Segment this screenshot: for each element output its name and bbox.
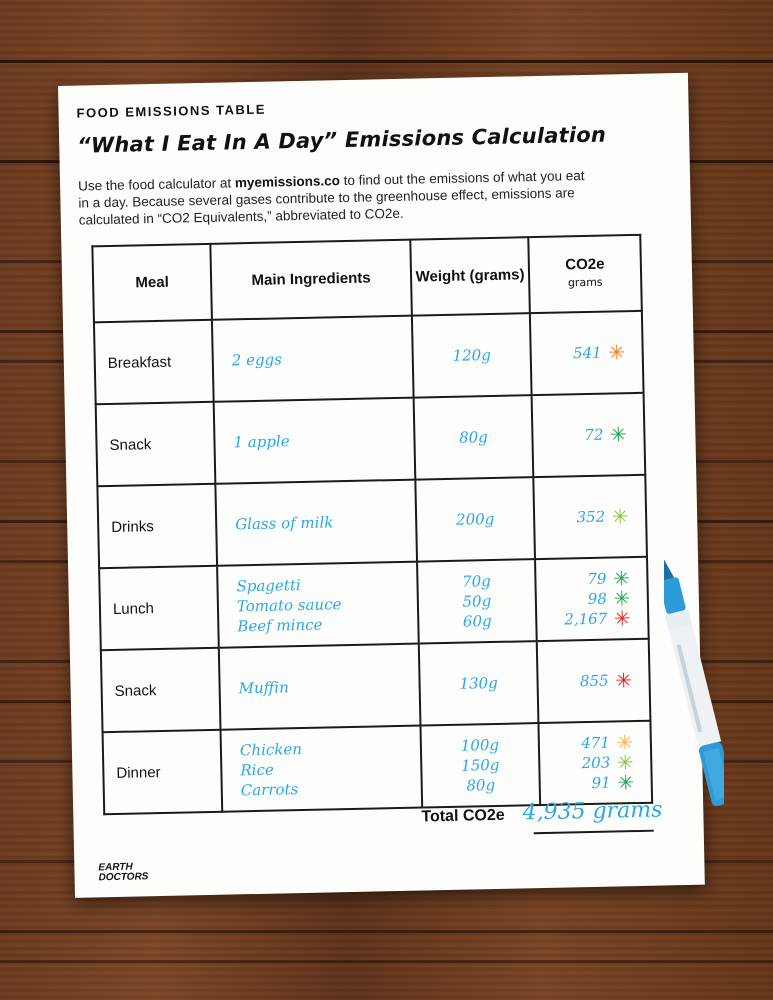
meal-cell: Breakfast (93, 319, 214, 405)
meal-cell: Dinner (102, 729, 223, 815)
ingredient-weight: 120g (452, 345, 492, 365)
header-ingredients: Main Ingredients (210, 239, 412, 320)
header-weight: Weight (grams) (410, 237, 530, 316)
table-row: Drinks Glass of milk 200g 352 ✳ (97, 474, 647, 569)
weight-cell: 130g (418, 641, 539, 726)
co2e-value: 91 (591, 773, 611, 792)
calculator-link: myemissions.co (234, 173, 341, 191)
meal-cell: Snack (95, 401, 216, 487)
rating-star-icon: ✳ (617, 770, 635, 795)
co2e-value: 855 (579, 671, 609, 691)
ingredient-weight: 50g (462, 592, 492, 611)
blue-marker-pen (664, 557, 724, 807)
weight-cell: 200g (415, 477, 536, 562)
co2e-value: 471 (581, 733, 611, 753)
ingredient-weight: 60g (462, 612, 492, 631)
co2e-cell: 471 ✳ 203 ✳ 91 ✳ (538, 720, 653, 806)
total-value: 4,935 grams (522, 797, 663, 826)
table-row: Snack Muffin 130g 855 ✳ (100, 638, 651, 733)
rating-star-icon: ✳ (608, 340, 626, 365)
co2e-cell: 72 ✳ (531, 392, 646, 478)
weight-cell: 120g (411, 313, 532, 398)
ingredient-name: Glass of milk (235, 513, 334, 534)
co2e-value: 72 (584, 425, 604, 445)
ingredients-cell: 2 eggs (211, 315, 414, 402)
ingredient-name: 2 eggs (231, 350, 283, 370)
meal-cell: Lunch (99, 565, 219, 651)
meal-cell: Snack (100, 647, 221, 733)
total-underline (533, 829, 654, 835)
co2e-value: 98 (587, 589, 608, 609)
weight-cell: 80g (413, 395, 534, 480)
co2e-value: 352 (576, 507, 606, 527)
co2e-cell: 79 ✳ 98 ✳ 2,167 ✳ (535, 556, 649, 642)
ingredient-weight: 150g (461, 755, 500, 775)
ingredient-weight: 200g (455, 509, 495, 529)
intro-text: Use the food calculator at myemissions.c… (77, 167, 585, 228)
co2e-cell: 352 ✳ (533, 474, 647, 560)
ingredient-weight: 70g (461, 572, 491, 591)
ingredients-cell: 1 apple (213, 397, 416, 484)
document-kicker: FOOD EMISSIONS TABLE (76, 101, 267, 121)
co2e-value: 2,167 (564, 609, 608, 629)
earth-doctors-logo: EARTH DOCTORS (98, 861, 149, 884)
ingredients-cell: Glass of milk (215, 479, 418, 566)
worksheet-paper: FOOD EMISSIONS TABLE “What I Eat In A Da… (58, 72, 705, 898)
co2e-value: 79 (587, 569, 607, 589)
header-meal: Meal (92, 243, 212, 323)
table-row: Snack 1 apple 80g 72 ✳ (95, 392, 646, 487)
table-row: Breakfast 2 eggs 120g 541 ✳ (93, 310, 644, 405)
ingredients-cell: Spagetti Tomato sauce Beef mince (217, 561, 419, 648)
weight-cell: 70g 50g 60g (417, 559, 537, 644)
ingredient-name: Carrots (240, 780, 299, 800)
co2e-cell: 855 ✳ (536, 638, 651, 724)
rating-star-icon: ✳ (614, 668, 633, 693)
table-row: Lunch Spagetti Tomato sauce Beef mince 70g 50… (99, 556, 649, 651)
ingredients-cell: Muffin (218, 643, 421, 730)
ingredient-name: 1 apple (233, 432, 290, 452)
ingredient-weight: 130g (459, 673, 498, 693)
document-title: “What I Eat In A Day” Emissions Calculat… (77, 122, 607, 158)
co2e-value: 541 (572, 343, 602, 363)
rating-star-icon: ✳ (611, 504, 629, 529)
header-co2e: CO2e grams (528, 234, 642, 314)
header-co2e-unit: grams (567, 275, 603, 290)
emissions-table: Meal Main Ingredients Weight (grams) CO2… (91, 234, 653, 815)
total-row: Total CO2e 4,935 grams (421, 797, 663, 828)
co2e-cell: 541 ✳ (529, 310, 644, 396)
co2e-value: 203 (581, 753, 611, 773)
ingredients-cell: Chicken Rice Carrots (220, 725, 423, 812)
weight-cell: 100g 150g 80g (420, 723, 541, 808)
meal-cell: Drinks (97, 483, 218, 569)
rating-star-icon: ✳ (613, 606, 631, 631)
ingredient-weight: 80g (466, 776, 496, 795)
ingredient-name: Muffin (238, 678, 289, 698)
rating-star-icon: ✳ (609, 422, 628, 447)
ingredient-name: Beef mince (237, 615, 323, 636)
total-label: Total CO2e (421, 806, 505, 826)
ingredient-weight: 100g (460, 735, 500, 755)
ingredient-weight: 80g (458, 428, 488, 447)
